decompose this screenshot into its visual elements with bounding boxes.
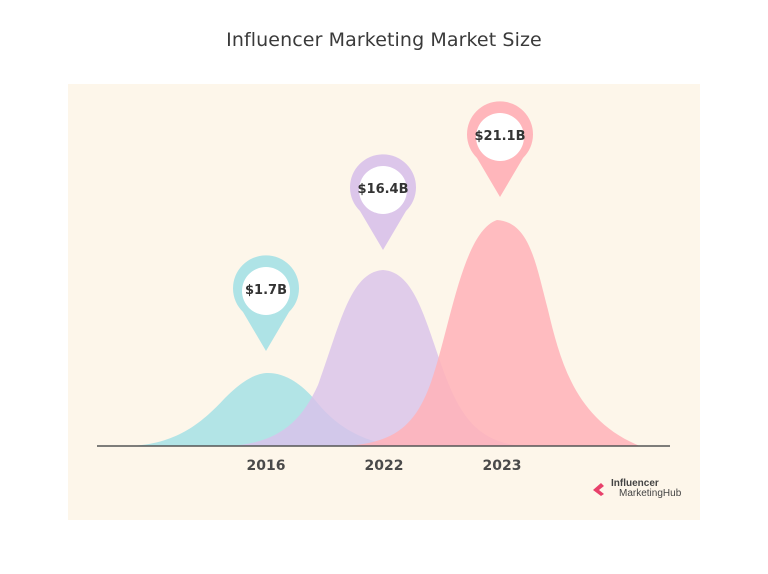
x-tick-2023: 2023 xyxy=(482,458,522,474)
value-label-2023: $21.1B xyxy=(474,129,526,144)
logo-line-1: Influencer xyxy=(611,478,659,489)
influencer-marketinghub-logo-icon xyxy=(593,483,604,496)
area-2023 xyxy=(345,220,640,446)
x-tick-2022: 2022 xyxy=(364,458,404,474)
pin-2022 xyxy=(350,154,417,250)
x-tick-2016: 2016 xyxy=(246,458,286,474)
value-label-2016: $1.7B xyxy=(245,283,287,298)
brand-logo: Influencer MarketingHub xyxy=(592,479,681,499)
logo-line-2: MarketingHub xyxy=(619,488,682,499)
pin-2023 xyxy=(467,101,534,197)
pin-2016 xyxy=(233,255,299,351)
value-label-2022: $16.4B xyxy=(357,182,409,197)
chart-title: Influencer Marketing Market Size xyxy=(226,29,542,51)
